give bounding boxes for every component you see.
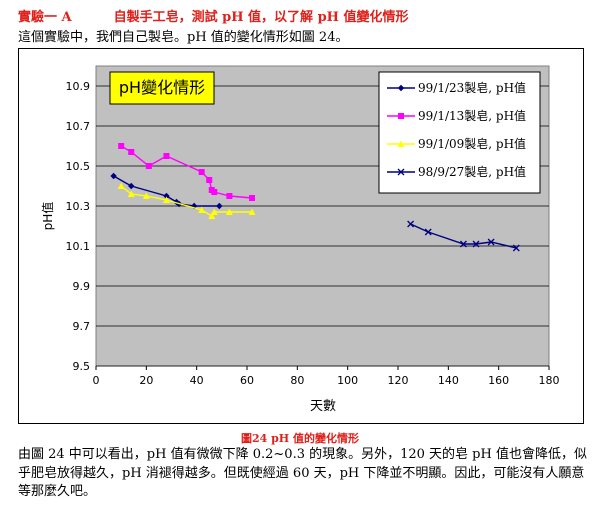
legend-entry-4: 98/9/27製皂, pH值 — [387, 164, 526, 179]
y-tick-label: 9.5 — [73, 360, 91, 373]
legend-label: 99/1/13製皂, pH值 — [418, 108, 526, 123]
data-point — [198, 206, 206, 213]
x-tick-label: 20 — [139, 374, 153, 387]
x-tick-label: 180 — [539, 374, 560, 387]
data-point — [118, 143, 125, 149]
legend-label: 99/1/23製皂, pH值 — [418, 80, 526, 95]
data-point — [472, 240, 480, 248]
x-tick-label: 160 — [488, 374, 509, 387]
series-3 — [117, 182, 256, 219]
data-point — [145, 163, 152, 169]
x-axis-label: 天數 — [310, 399, 336, 414]
chart-title-background — [109, 71, 215, 105]
data-point — [127, 190, 135, 197]
data-point — [211, 189, 218, 195]
x-axis-ticks: 0 20 40 60 80 100 120 140 160 180 — [93, 366, 560, 387]
legend-entry-2: 99/1/13製皂, pH值 — [387, 108, 526, 123]
y-tick-label: 10.7 — [66, 120, 91, 133]
legend-entry-3: 99/1/09製皂, pH值 — [387, 136, 526, 151]
chart-title-box: pH變化情形 — [109, 71, 215, 105]
x-tick-label: 0 — [93, 374, 100, 387]
y-tick-label: 10.5 — [66, 160, 91, 173]
data-point — [162, 196, 170, 203]
figure-caption: 圖24 pH 值的變化情形 — [240, 432, 360, 445]
legend-entry-1: 99/1/23製皂, pH值 — [387, 80, 526, 95]
legend: 99/1/23製皂, pH值 99/1/13製皂, pH值 99/1/09製皂, p… — [378, 71, 541, 194]
legend-box — [378, 71, 541, 194]
y-axis-ticks: 9.5 9.7 9.9 10.1 10.3 10.5 10.7 10.9 — [66, 80, 91, 373]
x-tick-label: 100 — [337, 374, 358, 387]
x-tick-label: 80 — [290, 374, 304, 387]
data-point — [397, 140, 405, 147]
series-layer — [110, 143, 520, 252]
y-tick-label: 10.9 — [66, 80, 91, 93]
data-point — [397, 168, 405, 176]
data-point — [206, 177, 213, 183]
y-axis-label: pH值 — [40, 202, 55, 231]
ph-chart-svg: 9.5 9.7 9.9 10.1 10.3 10.5 10.7 10.9 0 20 40 60 80 1… — [18, 48, 584, 424]
data-point — [163, 192, 170, 200]
x-tick-label: 60 — [240, 374, 254, 387]
x-tick-label: 40 — [190, 374, 204, 387]
data-point — [397, 84, 405, 92]
series-line — [410, 223, 517, 249]
x-tick-label: 140 — [438, 374, 459, 387]
ph-chart: 9.5 9.7 9.9 10.1 10.3 10.5 10.7 10.9 0 20 40 60 80 1… — [18, 48, 584, 424]
data-point — [198, 169, 205, 175]
data-point — [226, 193, 233, 199]
data-point — [512, 244, 520, 252]
y-tick-label: 10.3 — [66, 200, 91, 213]
data-point — [249, 195, 256, 201]
legend-label: 99/1/09製皂, pH值 — [418, 136, 526, 151]
experiment-label: 實驗一 A — [18, 10, 72, 25]
data-point — [210, 208, 218, 215]
intro-paragraph: 這個實驗中，我們自己製皂。pH 值的變化情形如圖 24。 — [18, 30, 349, 45]
experiment-title: 自製手工皂，測試 pH 值，以了解 pH 值變化情形 — [113, 10, 409, 25]
series-2 — [118, 143, 256, 201]
y-tick-label: 9.7 — [73, 320, 91, 333]
data-point — [487, 238, 495, 246]
y-tick-label: 10.1 — [66, 240, 91, 253]
data-point — [163, 153, 170, 159]
section-heading: 實驗一 A 自製手工皂，測試 pH 值，以了解 pH 值變化情形 — [18, 6, 408, 25]
series-line — [120, 145, 253, 199]
data-point — [128, 182, 135, 190]
data-point — [142, 192, 150, 199]
legend-label: 98/9/27製皂, pH值 — [418, 164, 526, 179]
data-point — [398, 113, 404, 119]
data-point — [424, 228, 432, 236]
x-tick-label: 120 — [388, 374, 409, 387]
data-point — [128, 149, 135, 155]
data-point — [216, 202, 223, 210]
series-4 — [407, 220, 520, 252]
data-point — [459, 240, 467, 248]
data-point — [117, 182, 125, 189]
chart-title: pH變化情形 — [119, 78, 205, 97]
y-tick-label: 9.9 — [73, 280, 91, 293]
data-point — [248, 208, 256, 215]
data-point — [407, 220, 415, 228]
body-paragraph: 由圖 24 中可以看出，pH 值有微微下降 0.2~0.3 的現象。另外，120… — [18, 447, 587, 499]
data-point — [208, 212, 216, 219]
data-point — [225, 208, 233, 215]
